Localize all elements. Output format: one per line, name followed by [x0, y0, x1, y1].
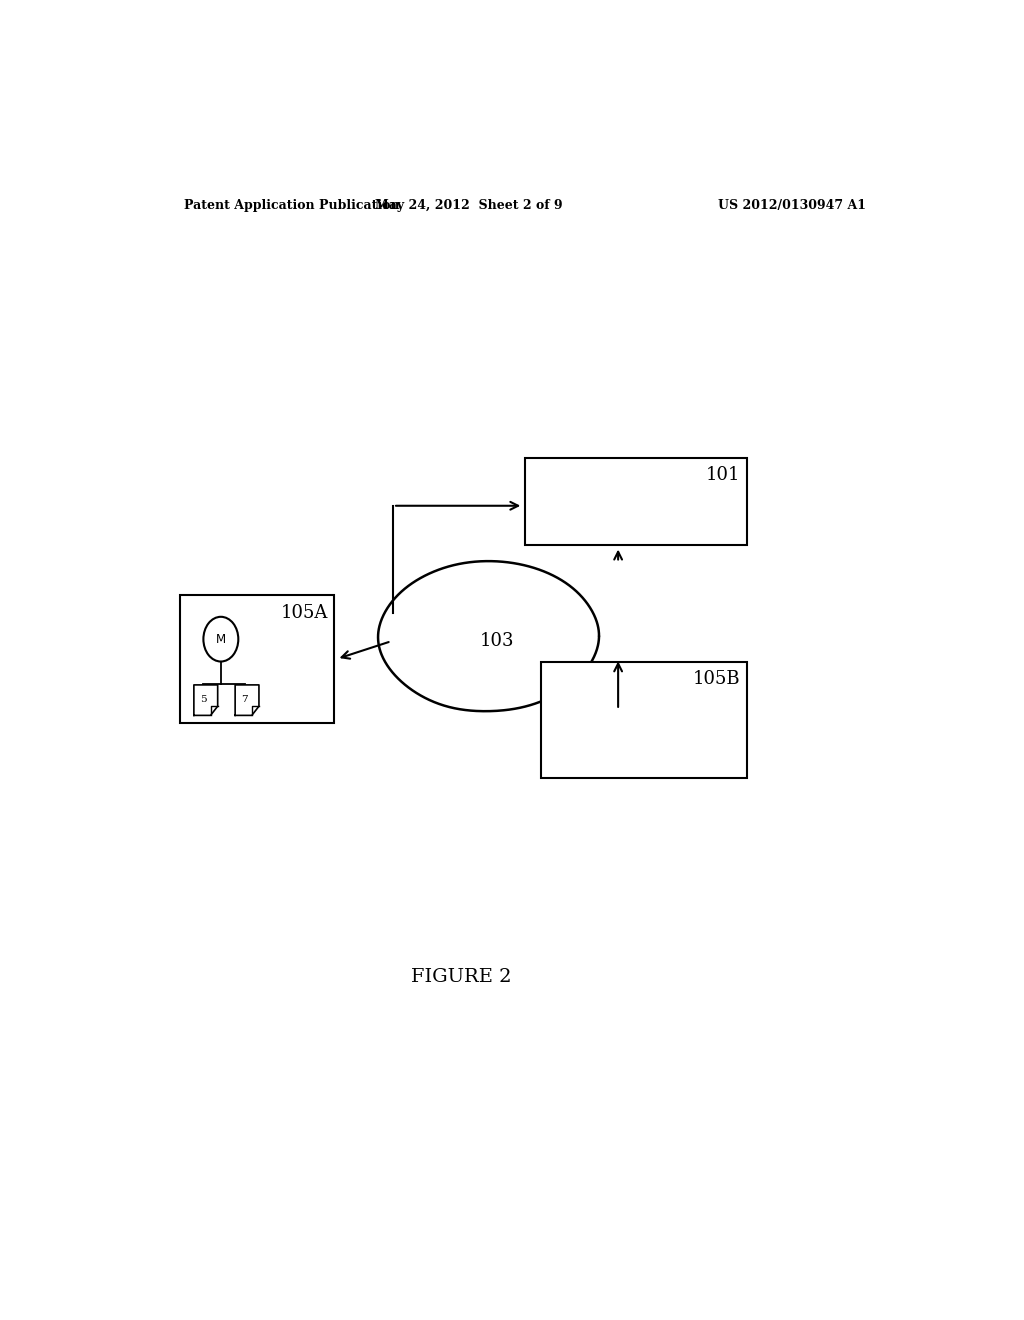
Text: 101: 101	[707, 466, 740, 484]
Text: 105B: 105B	[693, 669, 740, 688]
Text: 105A: 105A	[281, 603, 328, 622]
Text: 5: 5	[200, 696, 207, 704]
Text: May 24, 2012  Sheet 2 of 9: May 24, 2012 Sheet 2 of 9	[376, 198, 563, 211]
Text: 103: 103	[480, 632, 514, 651]
FancyBboxPatch shape	[179, 595, 334, 722]
FancyBboxPatch shape	[541, 661, 748, 779]
Text: M: M	[216, 632, 226, 645]
Text: Patent Application Publication: Patent Application Publication	[183, 198, 399, 211]
Text: 7: 7	[242, 696, 248, 704]
FancyBboxPatch shape	[524, 458, 748, 545]
Text: US 2012/0130947 A1: US 2012/0130947 A1	[718, 198, 866, 211]
Text: FIGURE 2: FIGURE 2	[411, 968, 512, 986]
Polygon shape	[378, 561, 599, 711]
